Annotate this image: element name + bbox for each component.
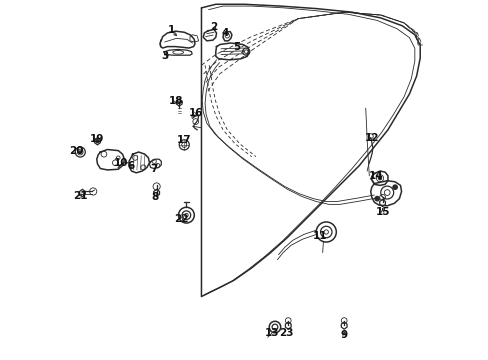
- Text: 1: 1: [167, 25, 174, 35]
- Text: 19: 19: [89, 134, 104, 144]
- Text: 17: 17: [177, 135, 191, 145]
- Text: 23: 23: [279, 328, 293, 338]
- Circle shape: [378, 177, 381, 180]
- Text: 11: 11: [313, 231, 327, 240]
- Text: 10: 10: [113, 158, 128, 168]
- Circle shape: [79, 151, 81, 153]
- Text: 8: 8: [151, 192, 158, 202]
- Text: 14: 14: [368, 171, 383, 181]
- Circle shape: [96, 140, 99, 143]
- Text: 16: 16: [188, 108, 203, 118]
- Text: 7: 7: [150, 164, 158, 174]
- Text: 9: 9: [340, 330, 347, 340]
- Circle shape: [392, 185, 396, 189]
- Text: 12: 12: [364, 133, 378, 143]
- Text: 6: 6: [127, 161, 134, 171]
- Text: 3: 3: [161, 51, 168, 61]
- Text: 15: 15: [375, 207, 389, 217]
- Text: 18: 18: [168, 96, 183, 106]
- Text: 5: 5: [232, 42, 240, 51]
- Text: 20: 20: [69, 145, 84, 156]
- Text: 21: 21: [73, 191, 87, 201]
- Text: 4: 4: [221, 28, 228, 38]
- Text: 13: 13: [264, 328, 279, 338]
- Circle shape: [374, 197, 379, 201]
- Text: 22: 22: [174, 214, 188, 224]
- Text: 2: 2: [210, 22, 217, 32]
